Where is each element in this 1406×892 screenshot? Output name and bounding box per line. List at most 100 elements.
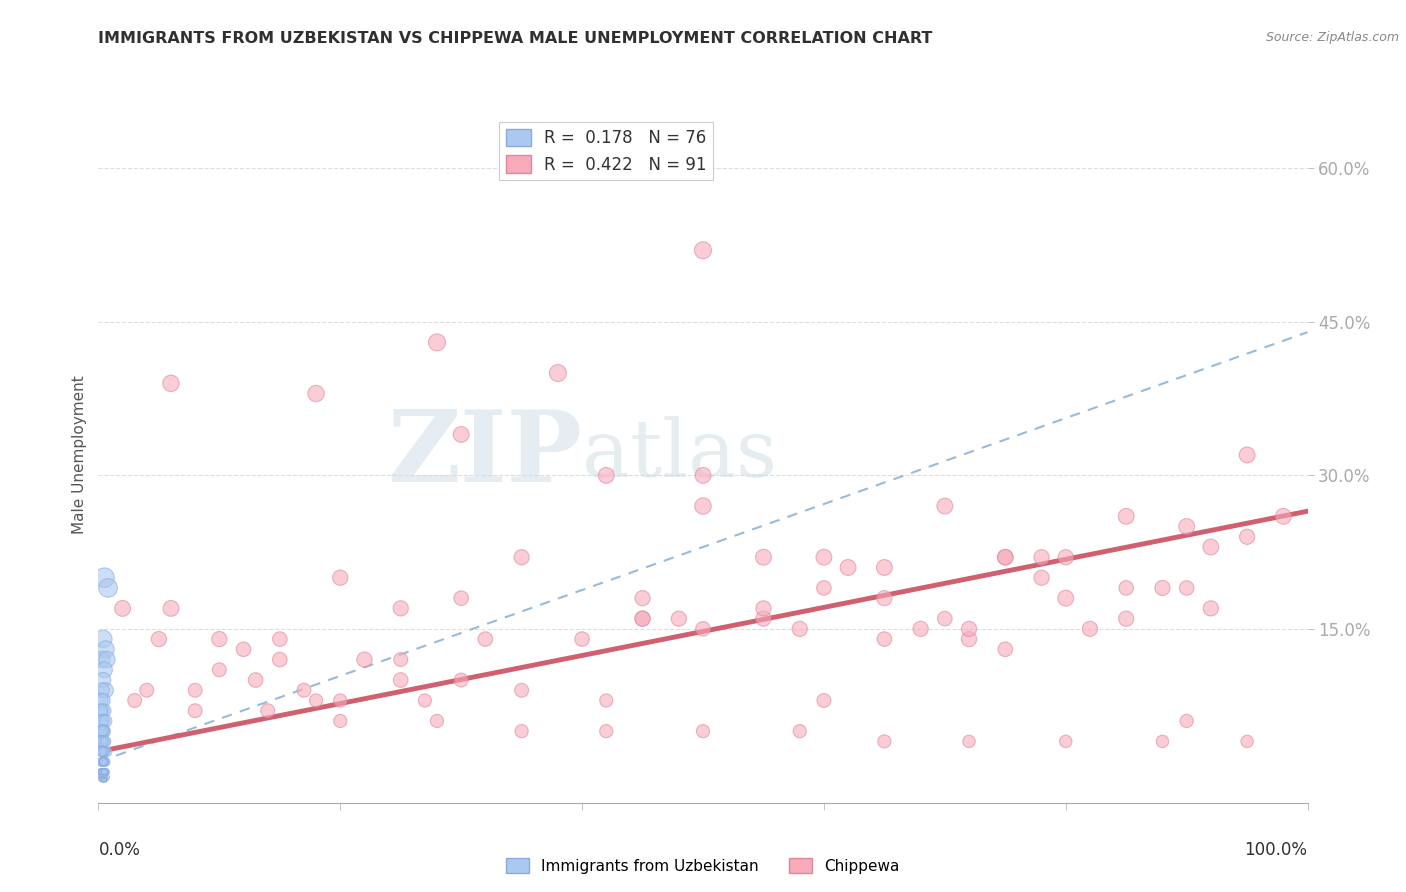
- Point: [93, 663, 115, 677]
- Point: [93, 772, 115, 787]
- Point: [994, 550, 1017, 565]
- Text: IMMIGRANTS FROM UZBEKISTAN VS CHIPPEWA MALE UNEMPLOYMENT CORRELATION CHART: IMMIGRANTS FROM UZBEKISTAN VS CHIPPEWA M…: [98, 31, 932, 46]
- Point: [692, 622, 714, 636]
- Point: [426, 714, 449, 728]
- Point: [90, 693, 112, 707]
- Point: [1054, 734, 1077, 748]
- Point: [813, 693, 835, 707]
- Legend: R =  0.178   N = 76, R =  0.422   N = 91: R = 0.178 N = 76, R = 0.422 N = 91: [499, 122, 713, 180]
- Point: [90, 770, 112, 784]
- Point: [752, 601, 775, 615]
- Point: [91, 770, 114, 784]
- Point: [305, 386, 328, 401]
- Point: [91, 693, 114, 707]
- Point: [93, 770, 115, 784]
- Point: [93, 765, 115, 780]
- Text: 0.0%: 0.0%: [98, 841, 141, 859]
- Point: [934, 612, 956, 626]
- Point: [1175, 519, 1198, 533]
- Point: [208, 663, 231, 677]
- Point: [91, 755, 114, 769]
- Point: [91, 704, 114, 718]
- Point: [232, 642, 254, 657]
- Point: [184, 683, 207, 698]
- Point: [510, 724, 533, 739]
- Point: [91, 770, 114, 784]
- Point: [91, 772, 114, 787]
- Point: [90, 734, 112, 748]
- Point: [91, 652, 114, 666]
- Point: [1175, 581, 1198, 595]
- Point: [90, 724, 112, 739]
- Point: [994, 550, 1017, 565]
- Point: [329, 693, 352, 707]
- Point: [91, 772, 114, 787]
- Point: [94, 714, 117, 728]
- Point: [91, 632, 114, 646]
- Point: [1236, 530, 1258, 544]
- Text: Source: ZipAtlas.com: Source: ZipAtlas.com: [1265, 31, 1399, 45]
- Point: [1199, 540, 1222, 554]
- Point: [789, 622, 811, 636]
- Point: [93, 770, 115, 784]
- Point: [91, 724, 114, 739]
- Point: [94, 642, 117, 657]
- Point: [450, 673, 472, 687]
- Point: [873, 591, 896, 606]
- Point: [91, 673, 114, 687]
- Text: atlas: atlas: [582, 416, 778, 494]
- Point: [93, 745, 115, 759]
- Point: [91, 755, 114, 769]
- Point: [90, 765, 112, 780]
- Point: [426, 335, 449, 350]
- Point: [389, 652, 412, 666]
- Y-axis label: Male Unemployment: Male Unemployment: [72, 376, 87, 534]
- Point: [91, 683, 114, 698]
- Point: [1031, 550, 1053, 565]
- Point: [111, 601, 134, 615]
- Point: [957, 622, 980, 636]
- Point: [256, 704, 278, 718]
- Point: [96, 770, 118, 784]
- Point: [93, 755, 115, 769]
- Point: [91, 765, 114, 780]
- Point: [91, 745, 114, 759]
- Point: [91, 770, 114, 784]
- Point: [1115, 612, 1137, 626]
- Point: [1236, 734, 1258, 748]
- Point: [184, 704, 207, 718]
- Point: [510, 550, 533, 565]
- Point: [1272, 509, 1295, 524]
- Point: [91, 772, 114, 787]
- Point: [96, 745, 118, 759]
- Point: [91, 755, 114, 769]
- Point: [90, 765, 112, 780]
- Point: [91, 714, 114, 728]
- Point: [93, 765, 115, 780]
- Point: [789, 724, 811, 739]
- Point: [94, 765, 117, 780]
- Point: [1152, 734, 1174, 748]
- Point: [91, 724, 114, 739]
- Point: [752, 550, 775, 565]
- Point: [91, 745, 114, 759]
- Point: [450, 427, 472, 442]
- Point: [1054, 591, 1077, 606]
- Point: [413, 693, 436, 707]
- Point: [450, 591, 472, 606]
- Point: [474, 632, 496, 646]
- Point: [1236, 448, 1258, 462]
- Point: [160, 601, 183, 615]
- Point: [148, 632, 170, 646]
- Point: [752, 612, 775, 626]
- Point: [1054, 550, 1077, 565]
- Text: 100.0%: 100.0%: [1244, 841, 1308, 859]
- Point: [91, 765, 114, 780]
- Point: [91, 755, 114, 769]
- Point: [631, 591, 654, 606]
- Point: [94, 765, 117, 780]
- Point: [94, 683, 117, 698]
- Point: [1115, 581, 1137, 595]
- Point: [813, 581, 835, 595]
- Point: [329, 571, 352, 585]
